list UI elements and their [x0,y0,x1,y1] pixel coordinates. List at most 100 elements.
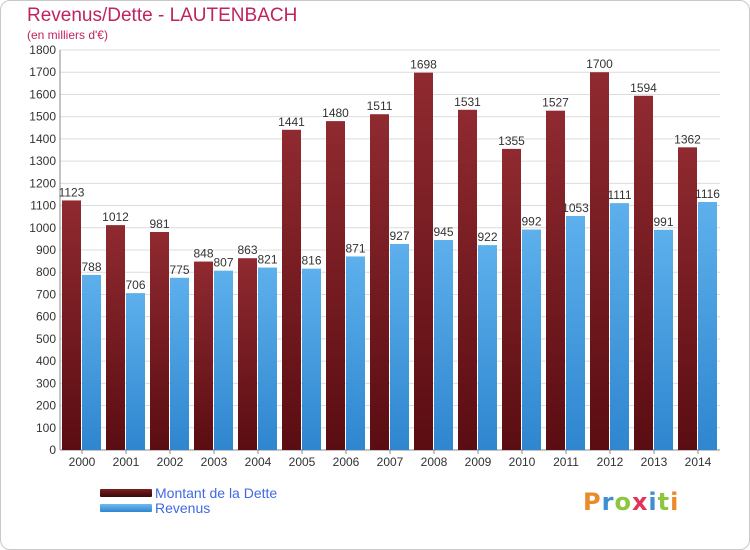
data-label-revenus: 1116 [695,187,720,201]
y-tick-label: 1600 [29,87,56,101]
legend-label-dette: Montant de la Dette [155,485,278,501]
logo-letter: x [631,488,649,516]
bar-revenus [346,256,365,450]
data-label-dette: 1480 [322,106,349,120]
data-label-revenus: 816 [301,254,321,268]
bar-revenus [126,293,145,450]
bar-dette [634,95,653,451]
bar-revenus [434,240,453,450]
bar-dette [238,258,257,450]
bar-dette [150,232,169,450]
data-label-revenus: 788 [81,260,101,274]
data-label-revenus: 1111 [607,188,631,202]
x-tick-label: 2000 [69,455,96,469]
bar-revenus [170,277,189,450]
y-tick-label: 1700 [29,65,56,79]
y-tick-label: 400 [36,354,56,368]
y-tick-label: 800 [36,265,56,279]
bar-dette [62,200,81,450]
data-label-dette: 1698 [410,58,437,72]
data-label-revenus: 807 [213,256,233,270]
x-tick-label: 2008 [421,455,448,469]
x-tick-label: 2001 [113,455,140,469]
data-label-revenus: 706 [125,278,145,292]
bar-revenus [478,245,497,450]
logo-letter: r [601,488,615,516]
y-tick-label: 1500 [29,110,56,124]
y-tick-label: 200 [36,399,56,413]
x-tick-label: 2014 [685,455,712,469]
bar-dette [546,110,565,451]
x-tick-label: 2003 [201,455,228,469]
data-label-dette: 1594 [630,81,657,95]
data-label-dette: 1362 [674,132,701,146]
y-tick-label: 700 [36,287,56,301]
data-label-dette: 1441 [278,115,305,129]
y-tick-label: 1300 [29,154,56,168]
y-tick-label: 1400 [29,132,56,146]
bar-dette [414,72,433,451]
data-label-revenus: 991 [653,215,673,229]
chart-subtitle: (en milliers d'€) [27,28,108,42]
x-tick-label: 2011 [553,455,579,469]
data-label-dette: 1355 [498,134,525,148]
bar-dette [370,114,389,450]
data-label-dette: 1012 [102,210,129,224]
x-tick-label: 2005 [289,455,316,469]
data-label-revenus: 775 [169,263,189,277]
data-label-revenus: 992 [521,215,541,229]
y-tick-label: 300 [36,376,56,390]
data-label-revenus: 945 [433,225,453,239]
bar-revenus [390,244,409,450]
data-label-revenus: 871 [345,241,365,255]
bar-revenus [302,268,321,450]
bar-revenus [566,216,585,450]
bar-revenus [82,274,101,450]
data-label-dette: 981 [149,217,169,231]
data-label-revenus: 821 [257,253,277,267]
bar-dette [326,121,345,450]
bar-dette [502,148,521,450]
x-tick-label: 2004 [245,455,272,469]
bar-revenus [258,267,277,450]
data-label-dette: 1123 [59,185,85,199]
x-tick-label: 2012 [597,455,624,469]
chart-title: Revenus/Dette - LAUTENBACH [27,5,298,26]
logo-letter: t [657,488,671,516]
x-tick-label: 2002 [157,455,184,469]
data-label-revenus: 1053 [562,201,589,215]
bar-dette [106,225,125,450]
data-label-dette: 1527 [542,96,569,110]
legend-swatch-revenus [100,504,152,512]
data-label-dette: 1700 [586,57,613,71]
bar-revenus [610,203,629,450]
bar-revenus [654,229,673,450]
x-tick-label: 2010 [509,455,536,469]
data-label-dette: 1531 [454,95,481,109]
logo-letter: o [614,488,632,516]
logo-letter: i [670,488,680,516]
legend-swatch-dette [100,489,152,497]
data-label-dette: 863 [237,243,257,257]
y-tick-label: 600 [36,310,56,324]
data-label-dette: 848 [193,247,213,261]
bar-dette [282,129,301,450]
proxiti-logo: Proxiti [583,488,679,516]
y-tick-label: 1100 [30,199,56,213]
x-tick-label: 2013 [641,455,668,469]
y-tick-label: 100 [36,421,56,435]
bar-revenus [214,270,233,450]
logo-letter: i [648,488,658,516]
y-tick-label: 900 [36,243,56,257]
logo-letter: P [583,488,602,516]
y-tick-label: 0 [49,443,56,457]
bar-dette [458,109,477,451]
data-label-revenus: 922 [477,230,497,244]
y-tick-label: 1000 [29,221,56,235]
data-label-revenus: 927 [389,229,409,243]
bar-dette [194,261,213,450]
x-tick-label: 2007 [377,455,404,469]
y-tick-label: 500 [36,332,56,346]
y-tick-label: 1200 [29,176,56,190]
